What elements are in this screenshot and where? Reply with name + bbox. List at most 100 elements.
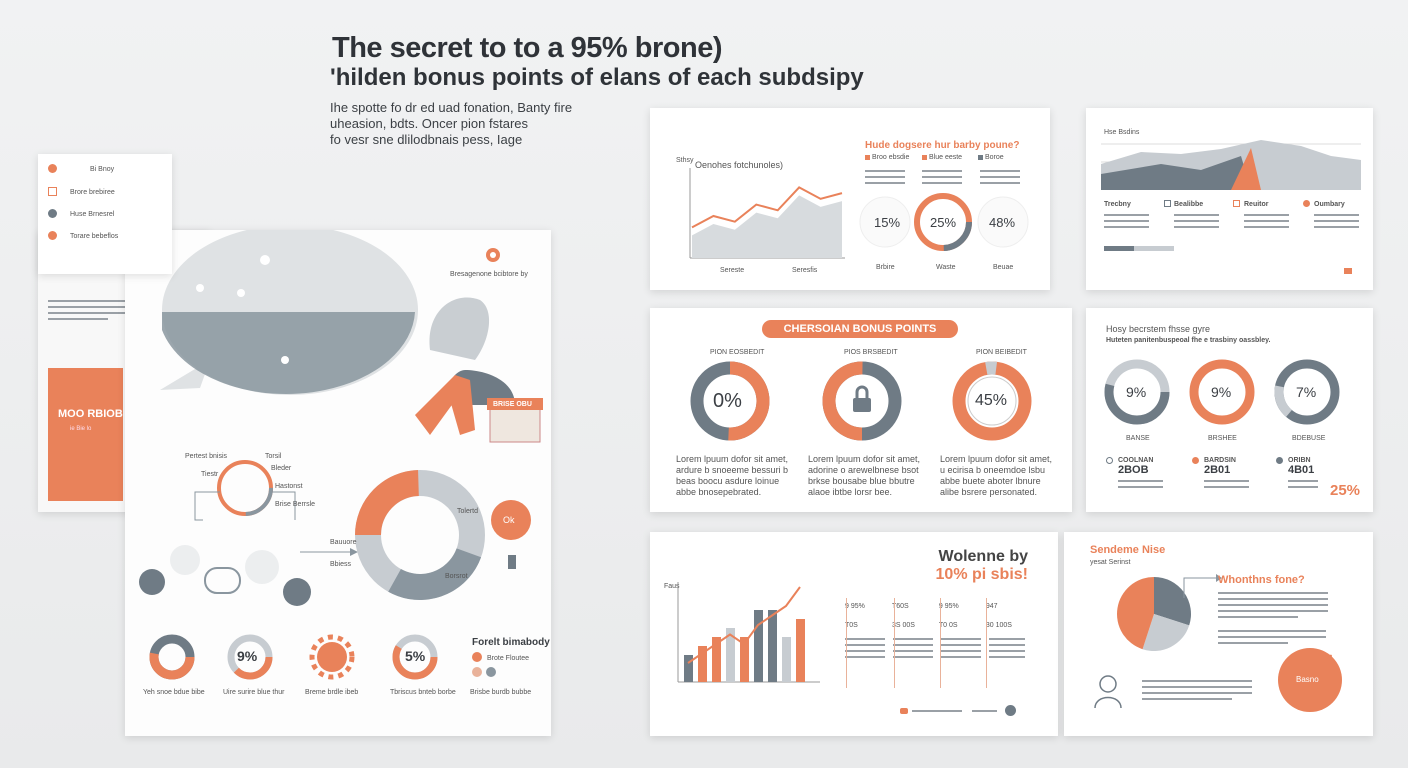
bar [712,637,721,682]
legend-swatch [978,155,983,160]
caption: Tbriscus bnteb borbe [390,689,456,696]
legend-item: Brote Floutee [487,655,530,662]
flow-ring-accent [217,460,273,516]
area-label: Bealibbe [1174,201,1204,208]
ring-value: 7% [1296,384,1317,400]
expand-icon: ↗ [1322,650,1334,666]
stat-year: 2BOB [1118,464,1149,476]
bubble-dot [260,255,270,265]
table-cell: T0S [845,622,858,629]
area-chart-card: Hse Bsdins Trecbny Bealibbe Reuitor Oumb… [1086,108,1373,290]
donut-label: Borsrot [445,573,468,580]
legend-dot [48,231,57,240]
table-row: 9 95% T60S 9 95% 947 [845,602,1025,611]
legend-item: Boroe [985,154,1004,161]
back-card-text [48,300,148,324]
person-icon [1094,675,1122,709]
legend-item: Huse Brnesrel [70,211,115,218]
legend-item: Blue eeste [929,154,963,161]
flow-line [194,491,220,521]
bonus-heading: PIOS BRSBEDIT [844,349,898,356]
infographic-drawing [139,230,543,680]
bar-card-subtitle: 10% pi sbis! [935,566,1028,583]
flow-arrow [350,548,358,556]
bar [740,637,749,682]
flow-label: Hastonst [275,483,303,490]
pie-badge [1278,648,1342,712]
donut-label: Tolertd [457,508,479,515]
stat-dot [1276,457,1283,464]
table-text [845,638,1025,662]
bar [782,637,791,682]
flow-label: Brise Berrsle [275,501,316,508]
pie-text [1218,592,1328,622]
stat-value: 25% [930,215,957,230]
caption: Yeh snoe bdue bibe [143,689,205,696]
shop-sign: BRISE OBU [493,401,532,408]
page-subtitle: 'hilden bonus points of elans of each su… [330,64,864,91]
ring-label: BDEBUSE [1292,435,1326,442]
ring [1189,359,1255,425]
table-divider [894,598,895,688]
table-cell: 9 95% [938,603,959,610]
legend-dot-slate [486,667,496,677]
bar [698,646,707,682]
person-text [1142,680,1252,704]
bonus-ring-2-accent [822,361,902,441]
bar [768,610,777,682]
big-donut-orange [355,470,485,600]
progress-fill [1104,246,1134,251]
bar-card-title: Wolenne by [938,548,1029,565]
caption: Uire surire blue thur [223,689,285,696]
circle-stats [859,193,1029,251]
legend-swatch [922,155,927,160]
table-divider [846,598,847,688]
legend-title: Forelt bimabody [472,637,550,648]
flow-node-dark [139,569,165,595]
table-cell: 9 95% [845,603,865,610]
bonus-value: 0% [713,390,742,412]
flow-node [170,545,200,575]
ring-accent [1104,359,1170,425]
table-cell: T0 0S [938,622,958,629]
pie-slice [1142,614,1190,651]
bubble-dot [281,356,289,364]
corner-value: 25% [1330,482,1361,499]
bar-line-series [687,586,801,664]
legend-text-lines [922,170,962,188]
table-cell: 30 100S [985,622,1012,629]
legend-item: Broo ebsdie [872,154,910,161]
stat-year: 2B01 [1204,464,1231,476]
rings-card-title: Hosy becrstem fhsse gyre [1106,324,1211,334]
pie-card-title: Sendeme Nise [1090,544,1166,556]
bar-chart [677,582,820,683]
ring-2-value: 9% [237,648,258,664]
area-chart [1101,140,1361,190]
ring-2-accent [227,634,273,680]
legend-dot [48,209,57,218]
flow-label: Bleder [271,465,292,472]
legend-item: Bi Bnoy [90,166,115,173]
line-series [691,186,843,229]
bonus-text-3: Lorem lpuum dofor sit amet, u ecirisa b … [940,454,1053,497]
donut-badge-label: Ok [503,515,515,525]
ring-label: BRSHEE [1208,435,1237,442]
caption: Brisbe burdb bubbe [470,689,532,696]
x-label: Seresfis [792,267,818,274]
flow-node-dark [283,578,311,606]
footer-line [972,710,997,712]
stat-text [1288,480,1318,492]
x-label: Sereste [720,267,745,274]
legend-dot [48,164,57,173]
legend-text-lines [980,170,1020,188]
pie-badge-label: Basno [1296,675,1319,684]
legend-item: Brore brebiree [70,189,115,196]
bubble-shade [162,312,415,395]
stat-name: COOLNAN [1118,457,1154,464]
pie-callout [1183,574,1222,598]
big-donut-slate [355,470,485,600]
bonus-value: 45% [975,392,1008,409]
flow-line [270,491,296,520]
table-row: T0S 3S 00S T0 0S 30 100S [845,621,1025,630]
dot-icon [1303,200,1310,207]
